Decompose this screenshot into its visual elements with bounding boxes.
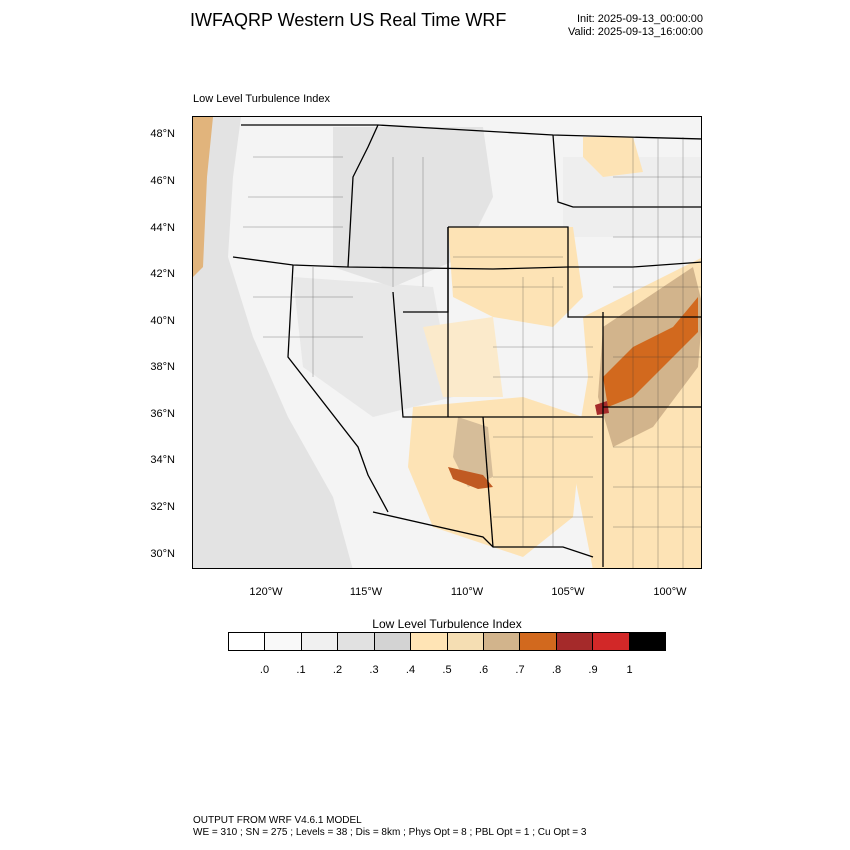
lat-label-34: 34°N [150,454,175,466]
lat-label-32: 32°N [150,501,175,513]
colorbar-segment [338,633,375,650]
colorbar-tick-label: .0 [259,664,270,676]
colorbar-tick-label: .5 [442,664,452,676]
lon-label-110: 110°W [450,586,484,598]
model-footer: OUTPUT FROM WRF V4.6.1 MODEL WE = 310 ; … [193,815,586,839]
ocean-turbulence-patch [193,117,213,277]
colorbar [228,632,666,651]
run-info: Init: 2025-09-13_00:00:00 Valid: 2025-09… [568,13,703,39]
colorbar-tick-label: .4 [405,664,416,676]
map-panel [192,116,702,569]
plot-title: IWFAQRP Western US Real Time WRF [190,10,507,30]
turbulence-az-tan [453,417,493,487]
colorbar-segment [447,633,484,650]
map-subtitle: Low Level Turbulence Index [193,93,330,105]
lat-label-42: 42°N [150,268,175,280]
colorbar-segment [556,633,594,650]
lon-label-115: 115°W [349,586,383,598]
colorbar-segment [520,633,557,650]
colorbar-segment [265,633,302,650]
county-borders [243,137,701,568]
turbulence-utah [423,317,503,397]
state-borders [232,124,701,567]
colorbar-tick-label: .9 [588,664,598,676]
colorbar-segment [483,633,521,650]
colorbar-tick-label: 1 [626,664,633,676]
colorbar-segment [593,633,630,650]
colorbar-tick-label: .7 [515,664,525,676]
lat-label-30: 30°N [150,548,175,560]
ocean-area [193,117,353,568]
lat-label-44: 44°N [150,222,175,234]
lat-label-48: 48°N [150,128,175,140]
turbulence-north-dakota [583,137,643,177]
lon-label-100: 100°W [653,586,687,598]
colorbar-segment [629,633,666,650]
colorbar-segment [301,633,339,650]
turbulence-wyoming [448,227,583,327]
lat-label-46: 46°N [150,175,175,187]
colorbar-segment [229,633,266,650]
lon-label-105: 105°W [551,586,585,598]
lon-label-120: 120°W [249,586,283,598]
init-time: Init: 2025-09-13_00:00:00 [577,13,703,25]
map-canvas [193,117,701,568]
lat-label-38: 38°N [150,361,175,373]
turbulence-az-core [448,467,493,489]
colorbar-tick-label: .1 [296,664,306,676]
valid-time: Valid: 2025-09-13_16:00:00 [568,26,703,38]
turbulence-kansas-core [603,297,698,407]
colorbar-tick-label: .8 [551,664,562,676]
colorbar-segment [411,633,448,650]
turbulence-peak [595,401,609,415]
footer-line-1: OUTPUT FROM WRF V4.6.1 MODEL [193,815,362,826]
footer-line-2: WE = 310 ; SN = 275 ; Levels = 38 ; Dis … [193,827,587,838]
colorbar-title: Low Level Turbulence Index [372,617,522,631]
lat-label-36: 36°N [150,408,175,420]
lat-label-40: 40°N [150,315,175,327]
colorbar-segment [374,633,412,650]
colorbar-tick-label: .2 [332,664,343,676]
colorbar-tick-label: .3 [369,664,379,676]
colorbar-tick-label: .6 [478,664,489,676]
